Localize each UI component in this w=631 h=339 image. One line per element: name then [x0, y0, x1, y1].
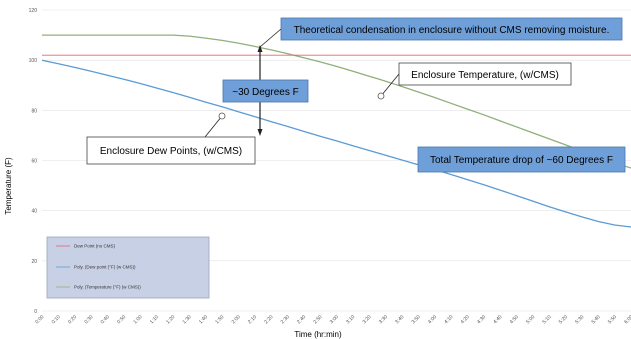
x-tick-label: 5:00 [525, 314, 536, 325]
x-tick-label: 0:20 [67, 314, 78, 325]
x-tick-label: 3:20 [362, 314, 373, 325]
series-line-dew-point_line [41, 59, 631, 228]
x-tick-label: 5:20 [558, 314, 569, 325]
x-tick-label: 0:50 [116, 314, 127, 325]
x-tick-label: 3:00 [329, 314, 340, 325]
x-tick-label: 1:30 [182, 314, 193, 325]
y-tick-label: 20 [31, 259, 37, 265]
legend-label-dew-point: Poly. (Dew point (°F) (w CMS)) [74, 265, 136, 270]
x-tick-label: 0:40 [100, 314, 111, 325]
x-tick-label: 3:30 [378, 314, 389, 325]
x-tick-label: 1:10 [149, 314, 160, 325]
gap-callout-text: ~30 Degrees F [232, 87, 298, 98]
x-tick-label: 0:30 [83, 314, 94, 325]
gap-callout: ~30 Degrees F [222, 79, 309, 103]
x-tick-label: 2:10 [247, 314, 258, 325]
temperature-callout-text: Enclosure Temperature, (w/CMS) [411, 70, 559, 81]
legend: Dew Point (no CMS) Poly. (Dew point (°F)… [46, 236, 210, 299]
condensation-callout: Theoretical condensation in enclosure wi… [280, 17, 623, 41]
dew-point-marker [218, 112, 226, 120]
x-tick-label: 4:10 [443, 314, 454, 325]
x-axis-title: Time (hr:min) [294, 330, 342, 339]
y-tick-label: 120 [29, 8, 38, 14]
y-tick-label: 0 [34, 309, 37, 315]
x-tick-label: 5:10 [541, 314, 552, 325]
x-tick-label: 5:50 [607, 314, 618, 325]
x-tick-label: 0:00 [34, 314, 45, 325]
legend-label-threshold: Dew Point (no CMS) [74, 244, 116, 249]
total-drop-callout-box [417, 146, 626, 173]
total-drop-callout: Total Temperature drop of ~60 Degrees F [417, 146, 626, 173]
x-tick-label: 1:50 [214, 314, 225, 325]
x-tick-label: 3:10 [345, 314, 356, 325]
x-tick-label: 4:30 [476, 314, 487, 325]
gap-callout-box [222, 79, 309, 103]
gap-arrow-head-bottom [257, 129, 263, 136]
temperature-callout-box [398, 62, 572, 86]
dew-point-callout-box [86, 136, 256, 165]
legend-box [46, 236, 210, 299]
dew-point-callout-pointer [204, 115, 223, 138]
y-axis-title: Temperature (F) [4, 157, 13, 215]
temperature-callout: Enclosure Temperature, (w/CMS) [398, 62, 572, 86]
x-tick-label: 4:20 [460, 314, 471, 325]
y-tick-labels: 0 20 40 60 80 100 120 [29, 8, 38, 315]
x-tick-label: 1:20 [165, 314, 176, 325]
gap-arrow-head-top [257, 45, 263, 52]
y-tick-label: 40 [31, 209, 37, 215]
x-tick-label: 2:00 [231, 314, 242, 325]
x-tick-label: 3:50 [411, 314, 422, 325]
x-tick-label: 1:00 [132, 314, 143, 325]
x-tick-label: 5:40 [591, 314, 602, 325]
x-tick-label: 4:00 [427, 314, 438, 325]
total-drop-callout-text: Total Temperature drop of ~60 Degrees F [430, 155, 613, 166]
x-tick-label: 5:30 [574, 314, 585, 325]
x-tick-label: 6:00 [623, 314, 631, 325]
temperature-callout-pointer [380, 73, 400, 97]
x-tick-label: 2:20 [263, 314, 274, 325]
x-tick-label: 2:40 [296, 314, 307, 325]
series-lines [41, 34, 631, 228]
x-tick-label: 2:50 [312, 314, 323, 325]
x-tick-label: 0:10 [51, 314, 62, 325]
dew-point-callout: Enclosure Dew Points, (w/CMS) [86, 136, 256, 165]
x-tick-label: 2:30 [280, 314, 291, 325]
y-tick-label: 80 [31, 108, 37, 114]
temperature-marker [377, 92, 385, 100]
dew-point-callout-text: Enclosure Dew Points, (w/CMS) [100, 146, 242, 157]
condensation-callout-text: Theoretical condensation in enclosure wi… [294, 25, 610, 36]
x-tick-label: 1:40 [198, 314, 209, 325]
x-tick-labels: 0:00 0:10 0:20 0:30 0:40 0:50 1:00 1:10 1:20 1:30… [34, 314, 631, 325]
x-tick-label: 4:40 [492, 314, 503, 325]
y-tick-label: 60 [31, 159, 37, 165]
y-tick-label: 100 [29, 58, 38, 64]
x-tick-label: 4:50 [509, 314, 520, 325]
x-tick-label: 3:40 [394, 314, 405, 325]
condensation-pointer [259, 28, 282, 48]
legend-label-temperature: Poly. (Temperature (°F) (w CMS)) [74, 285, 141, 290]
series-line-temperature-line [42, 34, 631, 169]
